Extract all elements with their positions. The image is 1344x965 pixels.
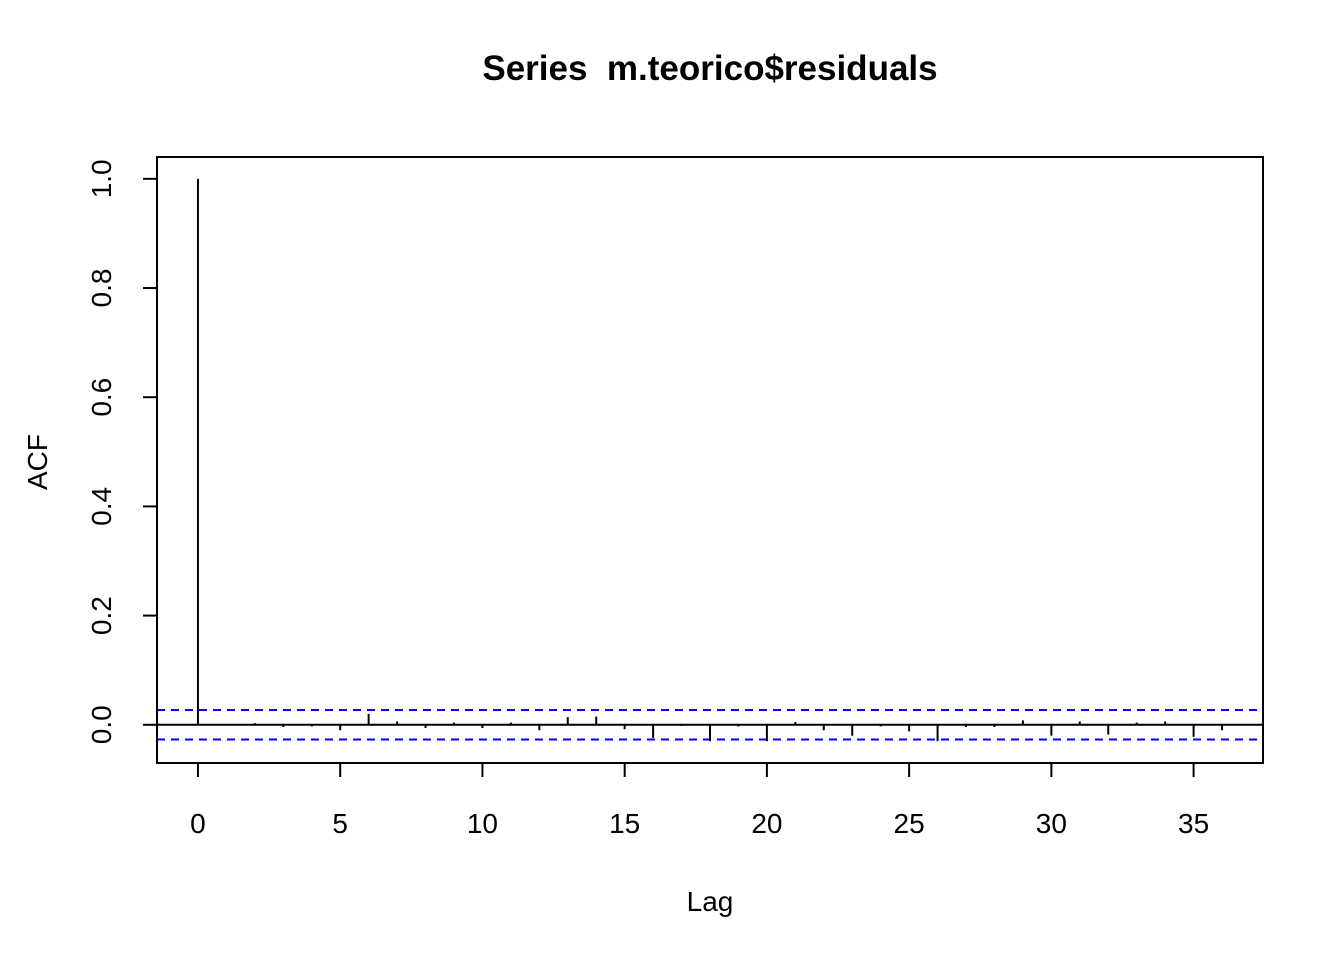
y-tick-label-0.8: 0.8	[86, 269, 117, 308]
x-axis-label: Lag	[687, 886, 734, 917]
x-tick-label-30: 30	[1036, 808, 1067, 839]
y-axis-label: ACF	[22, 434, 53, 490]
y-tick-label-0.0: 0.0	[86, 705, 117, 744]
x-tick-label-20: 20	[751, 808, 782, 839]
x-tick-label-0: 0	[190, 808, 206, 839]
x-axis: 0 5 10 15 20 25 30 35	[190, 762, 1209, 839]
chart-title: Series m.teorico$residuals	[482, 49, 937, 88]
x-tick-label-5: 5	[332, 808, 348, 839]
y-tick-label-0.2: 0.2	[86, 596, 117, 635]
y-tick-label-1.0: 1.0	[86, 159, 117, 198]
y-tick-label-0.4: 0.4	[86, 487, 117, 526]
x-tick-label-10: 10	[467, 808, 498, 839]
x-tick-label-15: 15	[609, 808, 640, 839]
y-tick-label-0.6: 0.6	[86, 378, 117, 417]
plot-area	[157, 178, 1263, 742]
plot-frame	[156, 156, 1264, 764]
x-tick-label-25: 25	[894, 808, 925, 839]
y-axis: 0.0 0.2 0.4 0.6 0.8 1.0	[86, 159, 158, 744]
x-tick-label-35: 35	[1178, 808, 1209, 839]
